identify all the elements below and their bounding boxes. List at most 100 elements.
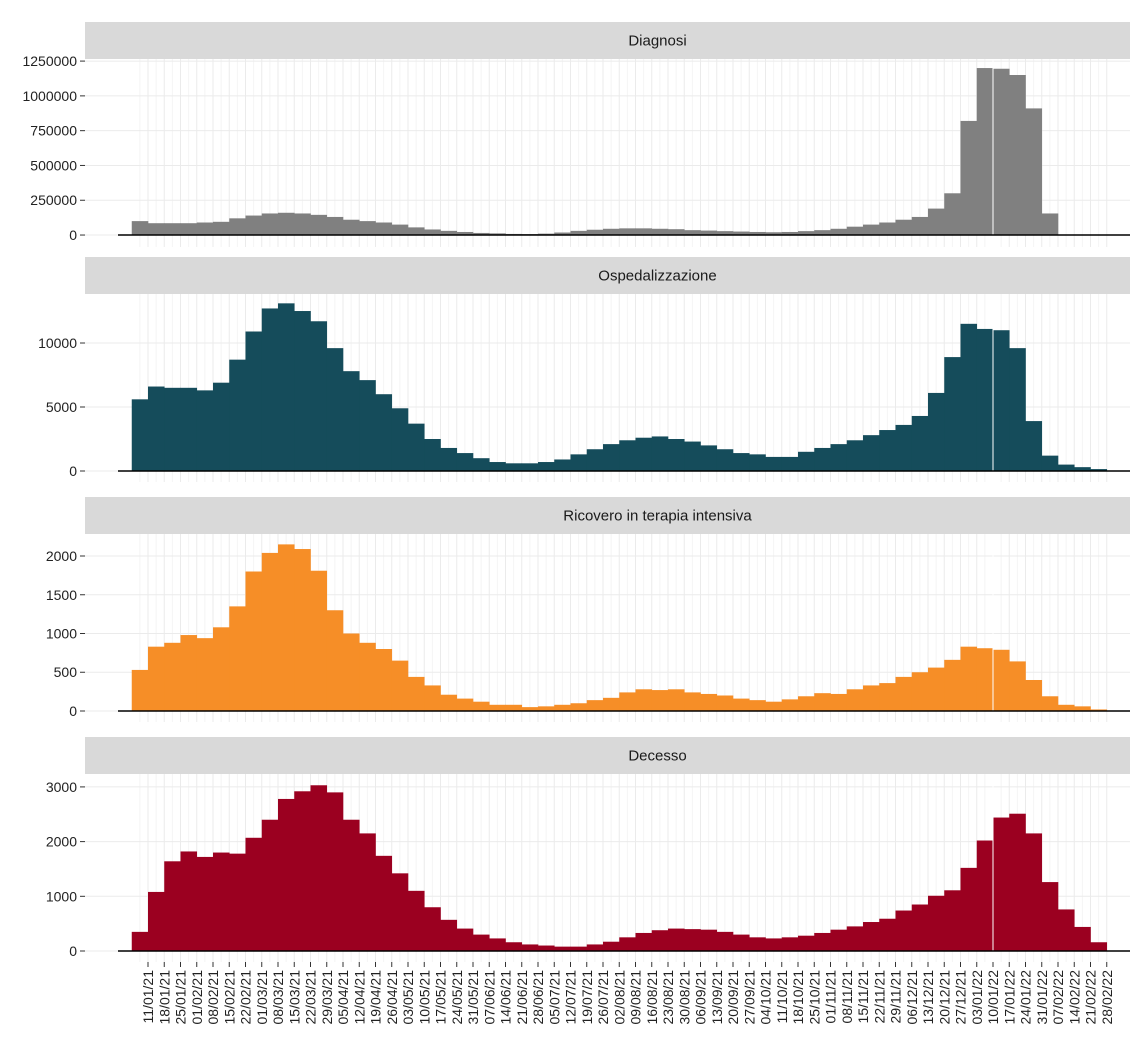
facet-strip: [85, 737, 1130, 774]
bar: [440, 694, 458, 711]
y-tick-label: 750000: [30, 123, 77, 139]
bar: [456, 231, 474, 236]
facet-title: Diagnosi: [628, 33, 686, 50]
bar: [895, 219, 913, 236]
bar: [1041, 455, 1059, 471]
bar: [148, 223, 165, 236]
bar: [619, 937, 636, 952]
bar: [863, 224, 880, 236]
x-tick-label: 08/11/21: [839, 970, 855, 1024]
bar: [164, 642, 181, 711]
bar: [196, 638, 214, 711]
bar: [635, 932, 653, 952]
x-tick-label: 15/02/21: [221, 970, 237, 1025]
bar: [651, 436, 669, 471]
bar: [1090, 942, 1108, 952]
y-tick-label: 250000: [30, 192, 77, 208]
bar: [1058, 464, 1075, 471]
bar: [424, 438, 441, 471]
bar: [798, 935, 815, 952]
y-tick-label: 5000: [46, 399, 77, 415]
bar: [993, 330, 1010, 471]
bar: [765, 701, 783, 711]
bar: [635, 228, 653, 236]
bar: [586, 700, 604, 711]
bar: [651, 228, 669, 236]
bar: [408, 890, 425, 952]
y-tick-label: 2000: [46, 548, 77, 564]
bar: [391, 873, 409, 952]
bar: [781, 699, 799, 711]
x-tick-label: 31/01/22: [1034, 970, 1050, 1025]
y-tick-label: 500000: [30, 157, 77, 173]
bar: [684, 692, 701, 711]
x-tick-label: 27/09/21: [741, 970, 757, 1025]
bar: [375, 649, 393, 711]
bar: [473, 458, 490, 471]
bar: [733, 698, 750, 711]
facet-strip: [85, 22, 1130, 59]
bar: [781, 231, 799, 236]
x-tick-label: 17/01/22: [1001, 970, 1017, 1025]
bar: [359, 642, 376, 711]
facet-title: Ospedalizzazione: [598, 268, 716, 285]
x-tick-label: 17/05/21: [433, 970, 449, 1025]
bar: [1009, 75, 1026, 236]
y-tick-label: 0: [69, 227, 77, 243]
bar: [245, 215, 263, 236]
y-tick-label: 1000: [46, 626, 77, 642]
bar: [440, 447, 458, 471]
x-tick-label: 18/01/21: [156, 970, 172, 1025]
bar: [261, 308, 279, 471]
x-tick-label: 16/08/21: [644, 970, 660, 1025]
bar: [261, 552, 279, 711]
bar: [489, 704, 506, 711]
bar: [635, 689, 653, 711]
x-tick-label: 07/06/21: [481, 970, 497, 1025]
bar: [196, 390, 214, 471]
bar: [1041, 882, 1059, 952]
bar: [830, 929, 848, 952]
x-tick-label: 02/08/21: [611, 970, 627, 1025]
bar: [278, 798, 295, 952]
bar: [131, 221, 149, 236]
x-tick-label: 12/07/21: [563, 970, 579, 1025]
bar: [944, 890, 961, 952]
bar: [928, 667, 945, 711]
bar: [310, 214, 328, 236]
bar: [440, 919, 458, 952]
bar: [278, 212, 295, 236]
bar: [538, 462, 555, 471]
x-tick-label: 26/07/21: [595, 970, 611, 1025]
x-tick-label: 15/11/21: [855, 970, 871, 1024]
bar: [814, 693, 831, 711]
bar: [619, 692, 636, 711]
bar: [668, 229, 685, 236]
y-tick-label: 10000: [38, 335, 77, 351]
bar: [879, 918, 896, 952]
bar: [1009, 348, 1026, 471]
bar: [928, 895, 945, 952]
bar: [879, 430, 896, 471]
bar: [505, 942, 523, 952]
bar: [131, 669, 149, 711]
bar: [976, 328, 994, 471]
bar: [213, 852, 230, 952]
bar: [148, 646, 165, 711]
y-tick-label: 1500: [46, 587, 77, 603]
bar: [993, 649, 1010, 711]
x-tick-label: 22/03/21: [303, 970, 319, 1025]
x-tick-label: 15/03/21: [286, 970, 302, 1025]
x-tick-label: 01/11/21: [823, 970, 839, 1024]
bar: [1009, 661, 1026, 711]
x-tick-label: 31/05/21: [465, 970, 481, 1025]
bar: [310, 321, 328, 471]
bar: [960, 867, 978, 952]
bar: [473, 701, 490, 711]
x-tick-label: 06/09/21: [693, 970, 709, 1025]
bar: [245, 331, 263, 471]
bar: [570, 946, 588, 952]
x-tick-label: 07/02/22: [1050, 970, 1066, 1025]
bar: [294, 311, 311, 471]
bar: [456, 453, 474, 471]
